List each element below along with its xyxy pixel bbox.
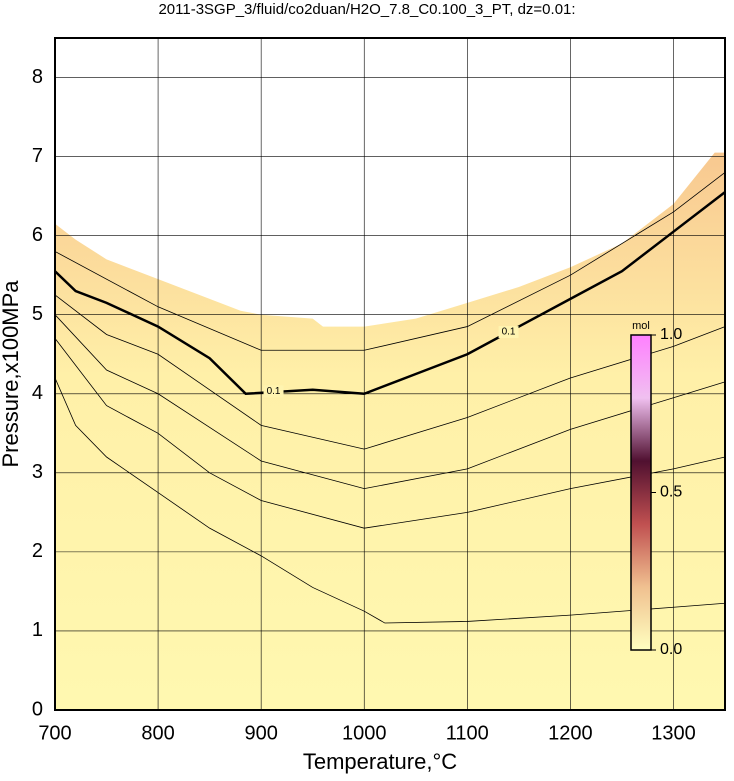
contour-line (54, 377, 726, 624)
colorbar-label: mol (632, 320, 650, 332)
colorbar-tick-label: 1.0 (660, 326, 682, 343)
chart-title: 2011-3SGP_3/fluid/co2duan/H2O_7.8_C0.100… (158, 1, 575, 18)
contour-line (54, 338, 726, 529)
x-tick-label: 800 (141, 722, 174, 744)
x-tick-label: 1200 (548, 722, 593, 744)
x-axis-label: Temperature,°C (303, 749, 457, 774)
x-tick-label: 900 (244, 722, 277, 744)
y-axis-label: Pressure,x100MPa (0, 280, 23, 468)
x-tick-label: 1100 (446, 722, 489, 744)
y-tick-label: 3 (32, 461, 43, 483)
y-tick-label: 7 (32, 145, 43, 167)
y-tick-label: 2 (32, 540, 43, 562)
x-tick-label: 1300 (651, 722, 696, 744)
y-tick-label: 6 (32, 224, 43, 246)
colorbar-tick-label: 0.0 (660, 641, 682, 658)
contour-label-bg (498, 326, 519, 339)
colorbar (630, 334, 652, 651)
colorbar-tick-label: 0.5 (660, 484, 682, 501)
x-tick-label: 700 (38, 722, 71, 744)
y-tick-label: 1 (32, 619, 43, 641)
contour-label-bg (263, 385, 284, 398)
contour-line (54, 172, 726, 351)
y-tick-label: 8 (32, 66, 43, 88)
x-tick-label: 1000 (342, 722, 387, 744)
y-tick-label: 4 (32, 382, 43, 404)
contour-label: 0.1 (502, 327, 516, 338)
contour-label: 0.1 (267, 386, 281, 397)
y-tick-label: 0 (32, 698, 43, 720)
plot-frame (54, 37, 726, 711)
contour-line (54, 191, 726, 396)
y-tick-label: 5 (32, 303, 43, 325)
data-region (55, 152, 725, 710)
